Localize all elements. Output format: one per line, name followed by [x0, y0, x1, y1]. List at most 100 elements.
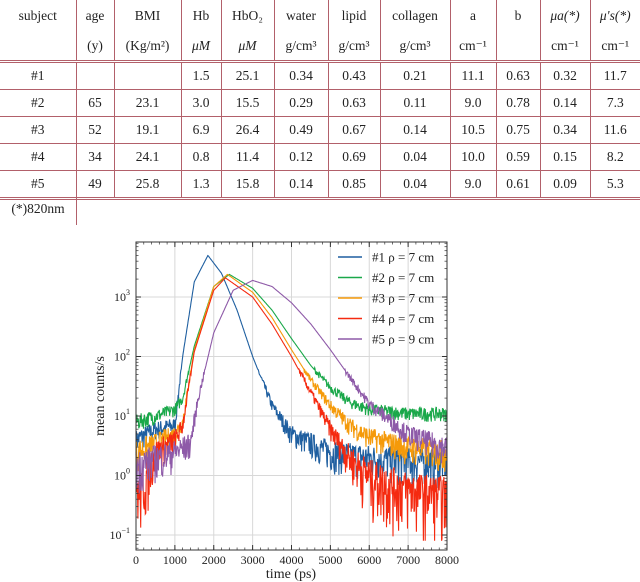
table-cell: 0.8	[180, 143, 221, 171]
table-cell: 11.6	[589, 116, 640, 144]
chart-ticks: 0 1000 2000 3000 4000 5000 6000 7000 8000 10−1 100…	[109, 242, 459, 567]
table-cell: 15.5	[220, 89, 274, 117]
unit-bmi: (Kg/m²)	[113, 32, 181, 62]
chart-series	[135, 254, 448, 541]
table-cell: 3.0	[180, 89, 221, 117]
header-row-units: (y) (Kg/m²) μM μM g/cm³ g/cm³ g/cm³ cm⁻¹…	[0, 32, 640, 62]
col-age: age	[75, 0, 114, 32]
col-mua: μa(*)	[539, 0, 590, 32]
x-tick-label: 3000	[241, 553, 265, 567]
unit-collagen: g/cm³	[379, 32, 450, 62]
table-cell: 0.61	[495, 170, 540, 199]
table-row: #3 52 19.1 6.9 26.4 0.49 0.67 0.14 10.5 0.75 0.34 1…	[0, 116, 640, 144]
table-cell: 0.75	[495, 116, 540, 144]
x-tick-label: 6000	[357, 553, 381, 567]
table-cell: #5	[0, 170, 76, 199]
table-cell: #1	[0, 60, 76, 90]
table-cell: 1.5	[180, 60, 221, 90]
table-cell: 19.1	[113, 116, 181, 144]
table-cell: 0.14	[273, 170, 328, 199]
y-tick-label: 103	[114, 288, 130, 304]
table-cell: 0.85	[327, 170, 380, 199]
y-tick-label: 10−1	[109, 526, 130, 542]
col-mus: μ's(*)	[589, 0, 640, 32]
unit-subject	[0, 32, 76, 62]
table-row: #4 34 24.1 0.8 11.4 0.12 0.69 0.04 10.0 0.59 0.15 8…	[0, 143, 640, 171]
col-lipid: lipid	[327, 0, 380, 32]
table-cell: 0.04	[379, 143, 450, 171]
table-row: #5 49 25.8 1.3 15.8 0.14 0.85 0.04 9.0 0.61 0.09 5.…	[0, 170, 640, 199]
x-tick-label: 0	[133, 553, 139, 567]
rule-cell	[181, 197, 221, 201]
table-cell: 0.78	[495, 89, 540, 117]
table-cell: 0.59	[495, 143, 540, 171]
table-cell: 0.04	[379, 170, 450, 199]
rule-cell	[380, 197, 450, 201]
unit-mua: cm⁻¹	[539, 32, 590, 62]
legend-label: #5 ρ = 9 cm	[372, 332, 434, 347]
legend-label: #2 ρ = 7 cm	[372, 270, 434, 285]
table-cell: 0.14	[379, 116, 450, 144]
unit-lipid: g/cm³	[327, 32, 380, 62]
table-cell: #2	[0, 89, 76, 117]
rule-cell	[221, 197, 274, 201]
table-cell: 0.15	[539, 143, 590, 171]
rule-cell	[0, 197, 76, 201]
unit-hb: μM	[180, 32, 221, 62]
table-cell: 0.67	[327, 116, 380, 144]
table-row: #2 65 23.1 3.0 15.5 0.29 0.63 0.11 9.0 0.78 0.14 7.…	[0, 89, 640, 117]
table-cell: 34	[75, 143, 114, 171]
table-cell: 25.1	[220, 60, 274, 90]
unit-b	[495, 32, 540, 62]
table-cell: 10.0	[449, 143, 496, 171]
rule-cell	[496, 197, 540, 201]
col-collagen: collagen	[379, 0, 450, 32]
series-line	[135, 279, 448, 494]
series-line	[135, 277, 448, 541]
rule-cell	[114, 197, 181, 201]
table-cell: 0.63	[495, 60, 540, 90]
legend-label: #3 ρ = 7 cm	[372, 291, 434, 306]
table-body: #1 1.5 25.1 0.34 0.43 0.21 11.1 0.63 0.32 11.7 #2 6…	[0, 60, 640, 201]
table-cell: 1.3	[180, 170, 221, 199]
table-cell: 0.49	[273, 116, 328, 144]
table-cell: 6.9	[180, 116, 221, 144]
x-tick-label: 8000	[435, 553, 459, 567]
y-tick-label: 102	[114, 348, 130, 364]
table-cell: 15.8	[220, 170, 274, 199]
x-tick-label: 7000	[396, 553, 420, 567]
table-cell: 11.4	[220, 143, 274, 171]
chart-legend: #1 ρ = 7 cm #2 ρ = 7 cm #3 ρ = 7 cm #4 ρ = …	[338, 250, 434, 347]
table-cell: 0.11	[379, 89, 450, 117]
table-cell: 0.34	[273, 60, 328, 90]
unit-a: cm⁻¹	[449, 32, 496, 62]
table-cell: 0.12	[273, 143, 328, 171]
table-cell: 11.1	[449, 60, 496, 90]
col-hb: Hb	[180, 0, 221, 32]
unit-water: g/cm³	[273, 32, 328, 62]
table-cell: 5.3	[589, 170, 640, 199]
table-cell: 24.1	[113, 143, 181, 171]
table-cell: 65	[75, 89, 114, 117]
rule-cell	[450, 197, 496, 201]
table-cell: 25.8	[113, 170, 181, 199]
tpsf-chart: 0 1000 2000 3000 4000 5000 6000 7000 8000 10−1 100…	[93, 241, 459, 582]
x-tick-label: 2000	[202, 553, 226, 567]
table-cell: 10.5	[449, 116, 496, 144]
x-tick-label: 4000	[280, 553, 304, 567]
rule-cell	[540, 197, 590, 201]
table-cell	[75, 60, 114, 90]
table-cell: 0.32	[539, 60, 590, 90]
unit-age: (y)	[75, 32, 114, 62]
table-cell: 52	[75, 116, 114, 144]
col-subject: subject	[18, 8, 57, 23]
table-cell: 0.14	[539, 89, 590, 117]
table-cell	[113, 60, 181, 90]
table-cell: 0.21	[379, 60, 450, 90]
table-bottom-rule	[0, 197, 640, 201]
col-b: b	[495, 0, 540, 32]
properties-table: subject age BMI Hb HbO₂ water lipid coll…	[0, 0, 640, 201]
y-axis-label: mean counts/s	[93, 356, 108, 436]
series-line	[135, 273, 448, 472]
x-tick-label: 1000	[163, 553, 187, 567]
